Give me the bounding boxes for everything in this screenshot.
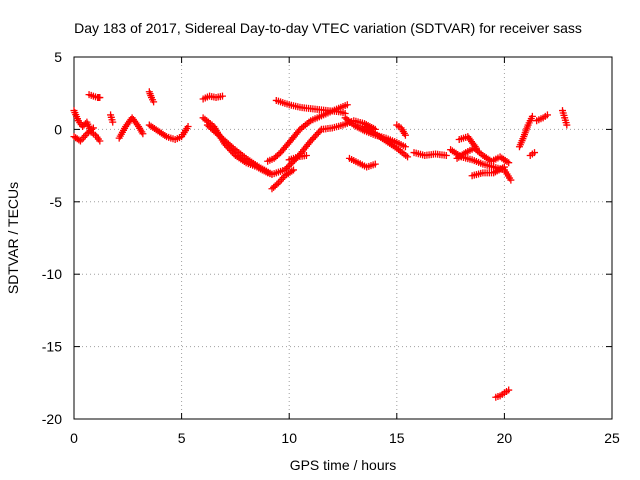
data-point	[314, 129, 322, 137]
data-point	[88, 125, 96, 133]
data-point	[528, 112, 536, 120]
data-point	[295, 127, 303, 135]
data-point	[308, 135, 316, 143]
data-point	[563, 121, 571, 129]
series-arc-12	[268, 166, 298, 193]
series-arc-27	[526, 149, 539, 159]
series-arc-03	[85, 91, 104, 102]
data-point	[307, 137, 315, 145]
series-arc-26	[515, 112, 536, 151]
axis-ticks: 0 5 10 15 20 25 5 0 -5 -10 -15 -20	[42, 49, 620, 446]
series-arc-08	[199, 92, 226, 103]
series-arc-06	[145, 88, 158, 106]
data-point	[442, 151, 450, 159]
data-point	[531, 149, 539, 157]
x-tick-label: 20	[497, 430, 513, 446]
series-arc-17	[345, 154, 379, 171]
y-tick-label: -20	[42, 411, 62, 427]
data-point	[96, 137, 104, 145]
data-point	[505, 386, 513, 394]
data-points	[70, 88, 571, 401]
data-point	[283, 164, 291, 172]
x-tick-label: 25	[604, 430, 620, 446]
data-point	[505, 159, 513, 167]
chart-title: Day 183 of 2017, Sidereal Day-to-day VTE…	[74, 20, 582, 36]
data-point	[150, 98, 158, 106]
data-point	[371, 160, 379, 168]
data-point	[472, 144, 480, 152]
data-point	[290, 166, 298, 174]
data-point	[109, 118, 117, 126]
series-arc-18	[361, 123, 412, 161]
series-arc-19	[393, 121, 409, 139]
data-point	[302, 151, 310, 159]
x-tick-label: 15	[389, 430, 405, 446]
series-arc-28	[533, 111, 551, 125]
data-point	[471, 143, 479, 151]
series-arc-05	[115, 114, 147, 142]
series-arc-10	[203, 121, 325, 178]
series-arc-02	[70, 124, 97, 145]
x-tick-label: 5	[178, 430, 186, 446]
data-point	[139, 130, 147, 138]
series-arc-13	[272, 96, 349, 117]
y-axis-label: SDTVAR / TECUs	[5, 182, 21, 294]
data-point	[284, 163, 292, 171]
data-point	[316, 127, 324, 135]
series-arc-24	[468, 163, 508, 180]
data-point	[273, 180, 281, 188]
data-point	[310, 134, 318, 142]
data-point	[404, 153, 412, 161]
x-axis-label: GPS time / hours	[290, 457, 397, 473]
y-tick-label: -15	[42, 339, 62, 355]
series-arc-23	[455, 133, 480, 152]
series-arc-07	[145, 121, 192, 144]
data-point	[96, 94, 104, 102]
data-point	[313, 130, 321, 138]
series-arc-14	[285, 151, 310, 164]
x-tick-label: 0	[70, 430, 78, 446]
data-point	[401, 131, 409, 139]
data-point	[275, 150, 283, 158]
plot-frame	[73, 56, 613, 420]
y-tick-label: -5	[50, 194, 63, 210]
x-tick-label: 10	[281, 430, 297, 446]
data-point	[184, 123, 192, 131]
series-arc-29	[559, 107, 571, 129]
series-arc-16	[341, 114, 409, 151]
data-point	[89, 124, 97, 132]
series-arc-25	[492, 386, 513, 401]
data-point	[507, 176, 515, 184]
data-point	[343, 101, 351, 109]
y-tick-label: -10	[42, 266, 62, 282]
data-point	[311, 132, 319, 140]
y-tick-label: 0	[54, 121, 62, 137]
grid-lines	[74, 57, 612, 419]
data-point	[401, 143, 409, 151]
y-tick-label: 5	[54, 49, 62, 65]
data-point	[75, 136, 83, 144]
data-point	[500, 163, 508, 171]
data-point	[543, 111, 551, 119]
series-arc-20	[410, 149, 450, 159]
data-point	[218, 92, 226, 100]
series-arc-04	[107, 111, 117, 126]
